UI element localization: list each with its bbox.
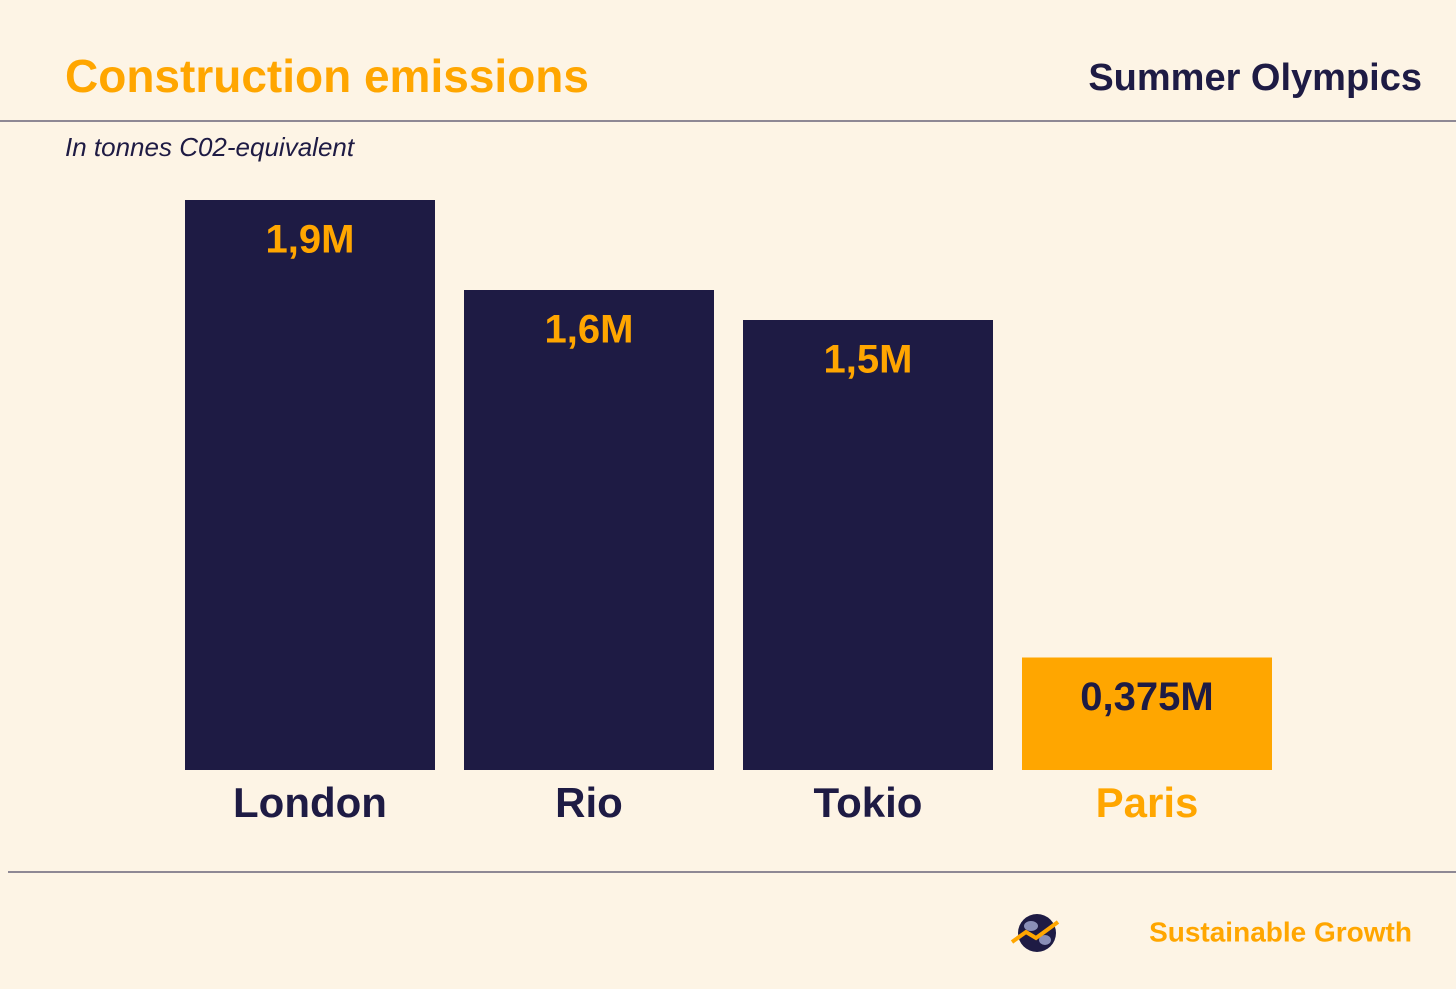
bar [185,200,435,770]
y-axis-label: In tonnes C02-equivalent [65,132,356,162]
chart-title: Construction emissions [65,50,589,102]
value-label: 1,6M [545,308,634,352]
x-tick-label: Tokio [814,779,923,826]
bar [1022,657,1272,770]
brand-name: Sustainable Growth [1149,916,1412,947]
bar [743,320,993,770]
bar [464,290,714,770]
header-right: Summer Olympics [1088,57,1422,99]
x-tick-label: Rio [555,779,623,826]
brand-logo [1010,914,1060,952]
value-label: 1,9M [266,218,355,262]
value-label: 1,5M [824,338,913,382]
value-label: 0,375M [1080,675,1213,719]
x-tick-label: Paris [1096,779,1199,826]
x-tick-label: London [233,779,387,826]
